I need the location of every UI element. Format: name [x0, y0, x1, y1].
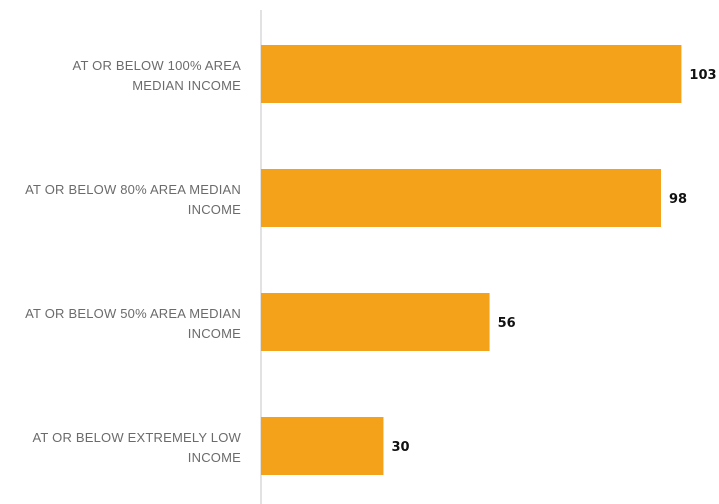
- bar-1: [261, 169, 662, 227]
- bars: [261, 45, 682, 475]
- value-label-3: 30: [391, 440, 409, 455]
- bar-0: [261, 45, 682, 103]
- bar-3: [261, 417, 384, 475]
- category-label-1-line-1: INCOME: [188, 202, 241, 217]
- bar-2: [261, 293, 490, 351]
- category-label-0-line-1: MEDIAN INCOME: [132, 78, 241, 93]
- category-label-0-line-0: AT OR BELOW 100% AREA: [73, 58, 242, 73]
- value-label-2: 56: [498, 316, 516, 331]
- category-labels: AT OR BELOW 100% AREA MEDIAN INCOME AT OR …: [25, 58, 241, 465]
- value-label-0: 103: [689, 68, 716, 83]
- category-label-1-line-0: AT OR BELOW 80% AREA MEDIAN: [25, 182, 241, 197]
- value-label-1: 98: [669, 192, 687, 207]
- category-label-3-line-1: INCOME: [188, 450, 241, 465]
- category-label-2-line-0: AT OR BELOW 50% AREA MEDIAN: [25, 306, 241, 321]
- category-label-2-line-1: INCOME: [188, 326, 241, 341]
- category-label-3-line-0: AT OR BELOW EXTREMELY LOW: [33, 430, 242, 445]
- value-labels: 103 98 56 30: [391, 68, 716, 455]
